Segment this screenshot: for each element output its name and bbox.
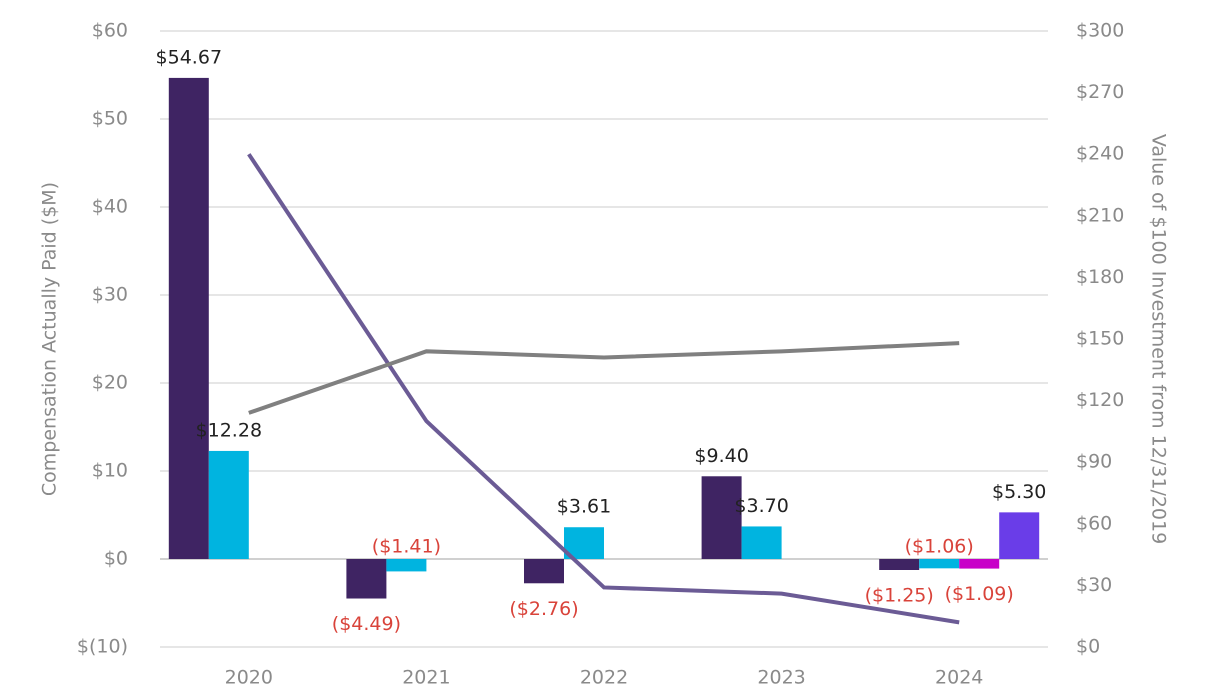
value-label: $9.40: [694, 445, 748, 467]
x-tick-label: 2023: [757, 667, 805, 689]
value-label: $12.28: [196, 419, 262, 441]
y2-axis-title: Value of $100 Investment from 12/31/2019: [1148, 134, 1170, 544]
x-tick-label: 2024: [935, 667, 983, 689]
bar: [701, 476, 742, 559]
bar: [208, 450, 249, 559]
value-label: $54.67: [156, 46, 222, 68]
y2-tick-label: $240: [1076, 143, 1124, 165]
bar: [999, 512, 1040, 559]
y-tick-label: $20: [92, 372, 128, 394]
y2-tick-label: $210: [1076, 204, 1124, 226]
y-tick-label: $(10): [77, 636, 128, 658]
bar: [524, 559, 564, 584]
y-tick-label: $50: [92, 108, 128, 130]
y2-tick-label: $0: [1076, 636, 1100, 658]
bar: [386, 559, 427, 572]
bar: [919, 559, 960, 569]
y2-tick-label: $270: [1076, 81, 1124, 103]
bar: [741, 526, 782, 559]
y-tick-label: $40: [92, 196, 128, 218]
x-tick-label: 2021: [402, 667, 450, 689]
value-label: $3.70: [734, 495, 788, 517]
y-axis-title: Compensation Actually Paid ($M): [39, 182, 61, 496]
y2-tick-label: $60: [1076, 512, 1112, 534]
value-label: $5.30: [992, 481, 1046, 503]
bar: [959, 559, 1000, 569]
y2-tick-label: $180: [1076, 266, 1124, 288]
line: [247, 153, 960, 625]
y2-tick-label: $300: [1076, 20, 1124, 42]
y2-tick-label: $150: [1076, 328, 1124, 350]
bar: [879, 559, 920, 570]
y2-tick-label: $120: [1076, 389, 1124, 411]
y-tick-label: $60: [92, 20, 128, 42]
value-label: ($4.49): [332, 613, 401, 635]
bar: [346, 559, 387, 599]
value-label: $3.61: [557, 496, 611, 518]
y2-tick-label: $90: [1076, 451, 1112, 473]
x-tick-label: 2020: [225, 667, 273, 689]
value-label: ($1.25): [865, 585, 934, 607]
y2-tick-label: $30: [1076, 574, 1112, 596]
y-tick-label: $10: [92, 460, 128, 482]
x-tick-label: 2022: [580, 667, 628, 689]
bar: [168, 77, 209, 560]
value-label: ($1.09): [945, 583, 1014, 605]
value-label: ($1.41): [372, 536, 441, 558]
value-label: ($1.06): [905, 536, 974, 558]
value-label: ($2.76): [509, 598, 578, 620]
y-tick-label: $30: [92, 284, 128, 306]
line: [248, 341, 960, 415]
y-tick-label: $0: [104, 548, 128, 570]
